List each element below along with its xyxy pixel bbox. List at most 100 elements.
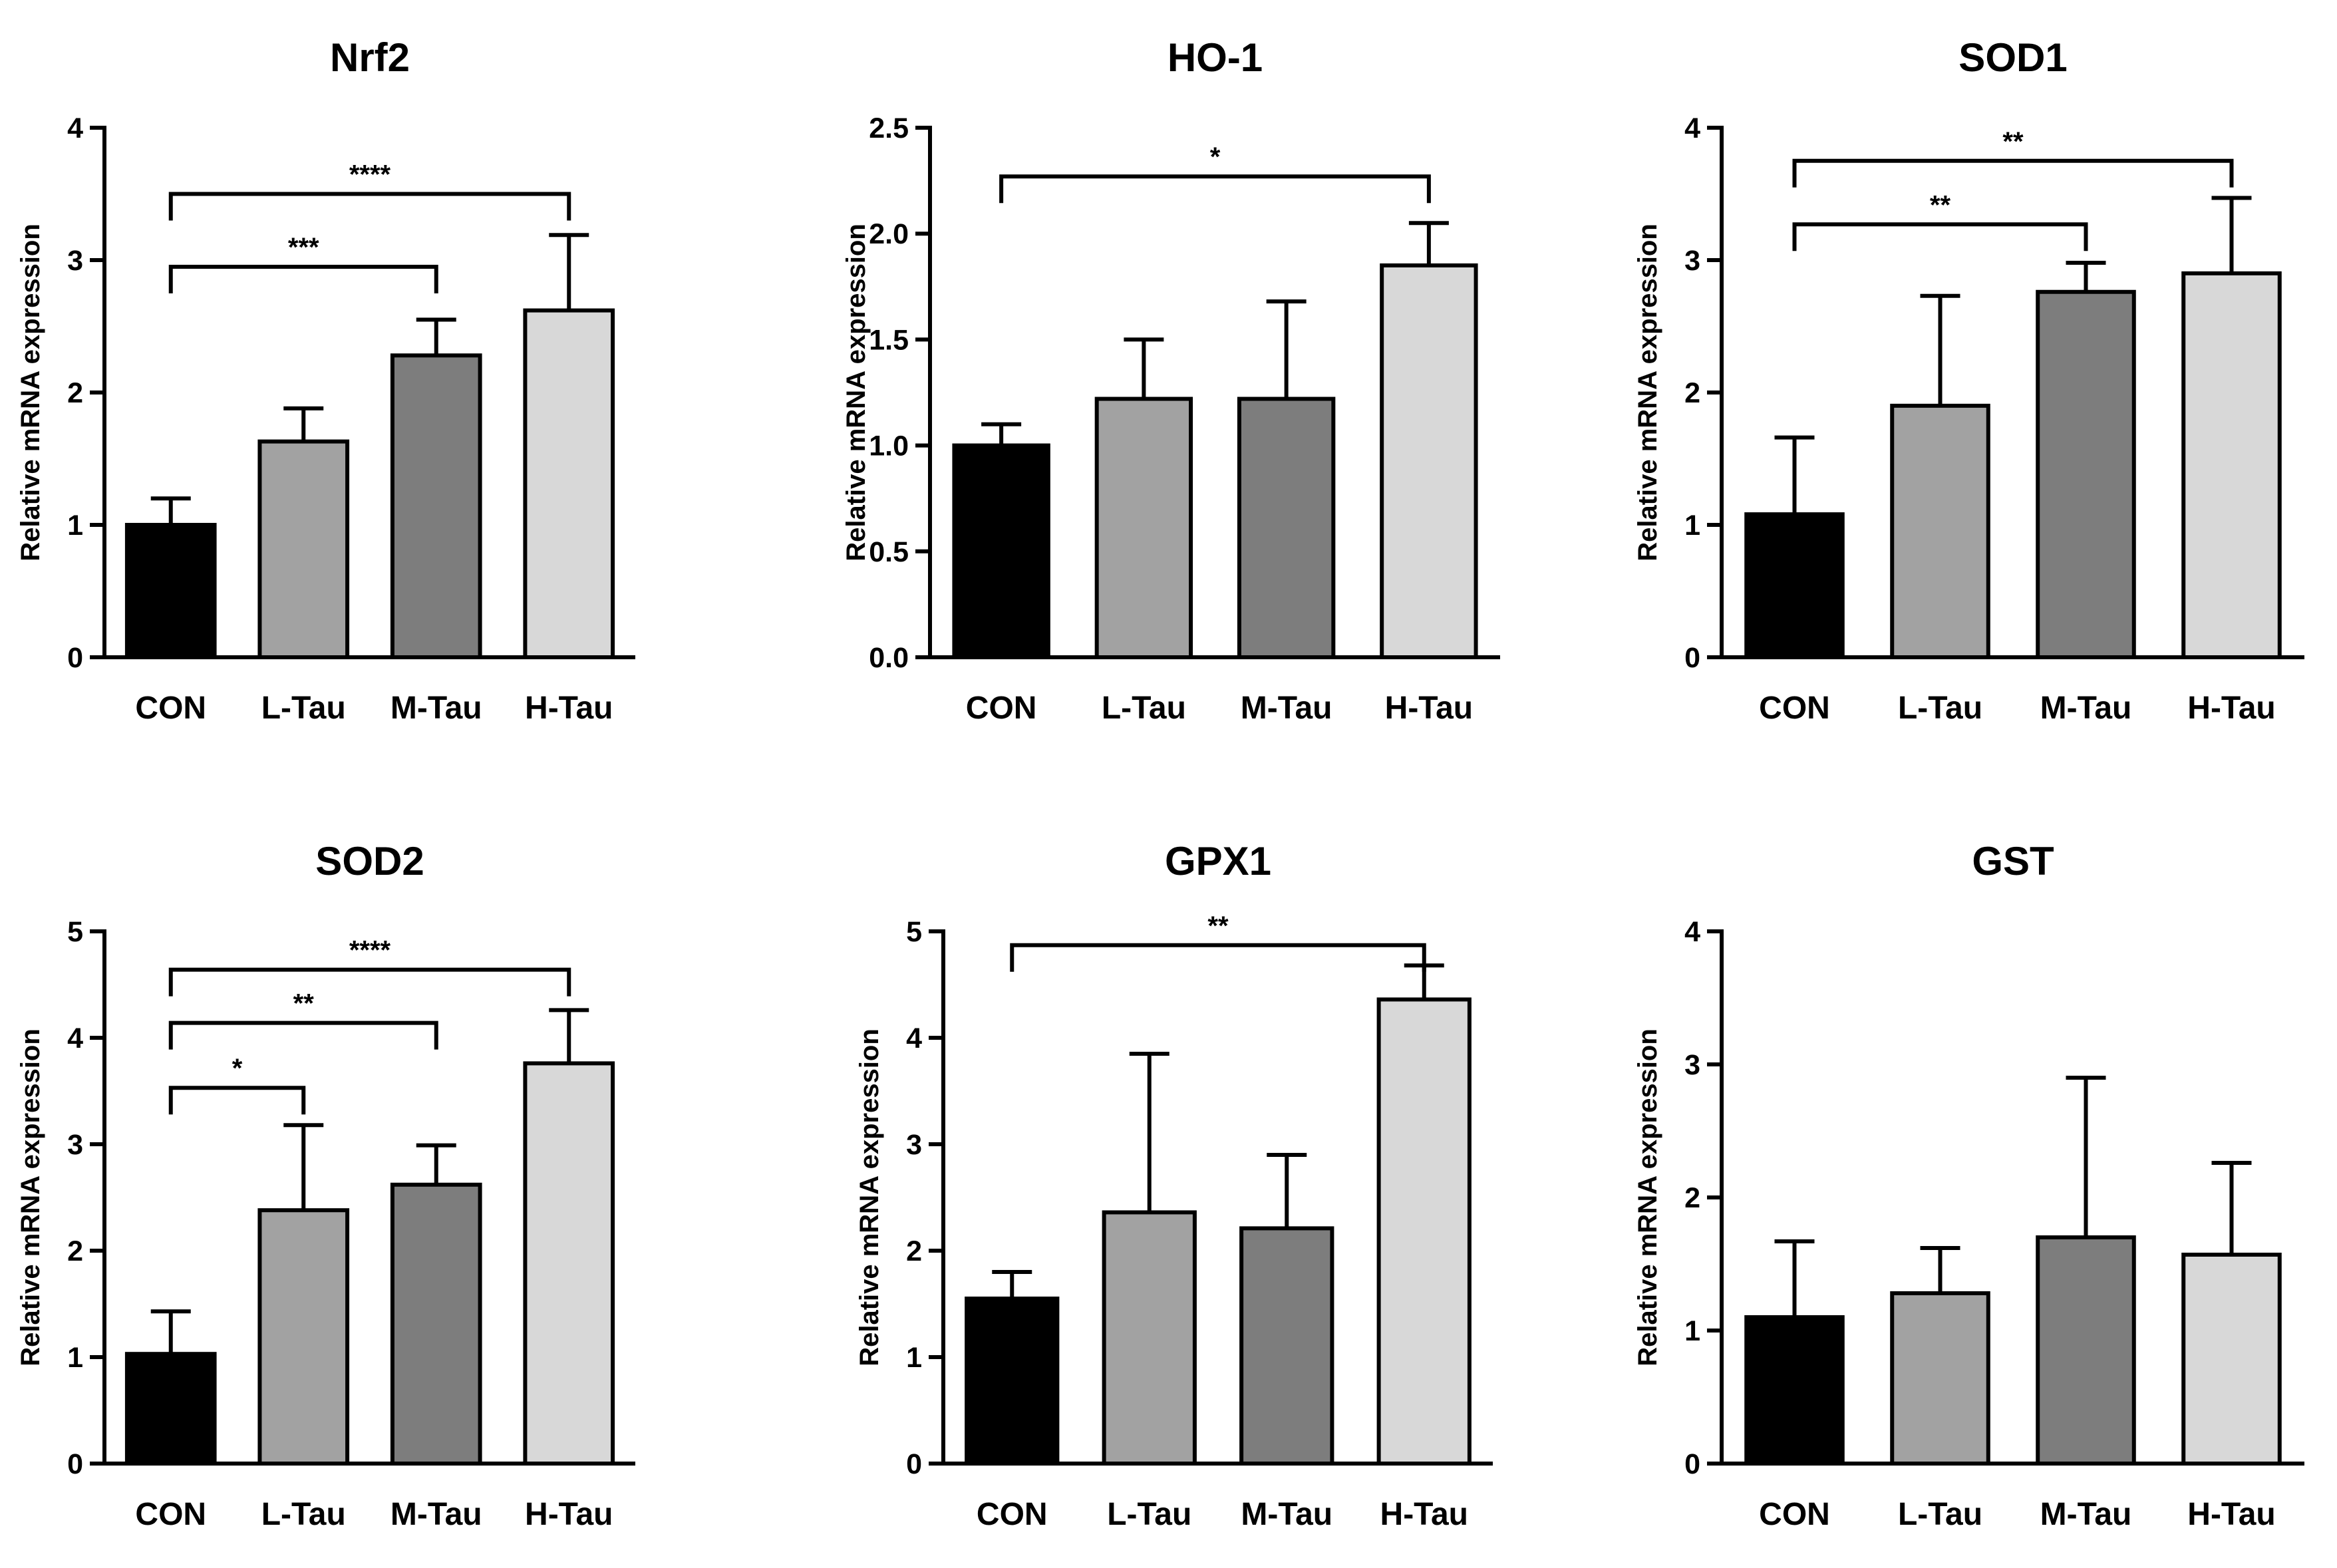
y-tick-label: 4 (1684, 916, 1700, 948)
y-tick-label: 2 (1684, 377, 1700, 409)
x-tick-label-con: CON (1759, 691, 1830, 726)
chart-title: HO-1 (1168, 35, 1263, 80)
x-tick-label-h-tau: H-Tau (2187, 1497, 2275, 1532)
significance-bracket (168, 1086, 306, 1115)
x-tick-label-con: CON (977, 1497, 1048, 1532)
x-tick-label-con: CON (135, 1497, 206, 1532)
x-tick-label-con: CON (135, 691, 206, 726)
significance-label: ** (293, 989, 315, 1019)
x-tick-label-h-tau: H-Tau (1385, 691, 1473, 726)
chart-panel-sod2: SOD2 Relative mRNA expression 0 1 2 3 4 5 CON L-T… (16, 839, 635, 1532)
significance-label: **** (349, 936, 391, 965)
bar-con (124, 523, 217, 659)
y-tick-label: 2 (67, 377, 83, 409)
x-tick-label-l-tau: L-Tau (1898, 691, 1982, 726)
x-tick-label-con: CON (1759, 1497, 1830, 1532)
bar-h-tau (1376, 997, 1472, 1466)
x-tick-label-m-tau: M-Tau (1241, 691, 1332, 726)
significance-bracket (168, 1020, 438, 1050)
significance-bracket (168, 192, 571, 221)
significance-label: ** (1207, 911, 1229, 941)
y-tick-label: 2 (1684, 1182, 1700, 1214)
bar-h-tau (1380, 263, 1478, 659)
y-tick-label: 1.5 (869, 324, 909, 356)
y-axis-label: Relative mRNA expression (1633, 224, 1662, 561)
significance-bracket (168, 967, 571, 997)
significance-label: ** (2002, 127, 2024, 156)
x-tick-label-l-tau: L-Tau (261, 691, 346, 726)
y-tick-label: 4 (1684, 112, 1700, 144)
y-tick-label: 2 (67, 1235, 83, 1267)
y-tick-label: 3 (906, 1129, 922, 1161)
bar-con (965, 1297, 1060, 1466)
bar-m-tau (390, 353, 482, 660)
y-tick-label: 2 (906, 1235, 922, 1267)
significance-label: ** (1930, 190, 1951, 220)
y-tick-label: 1 (67, 510, 83, 542)
chart-panel-ho-1: HO-1 Relative mRNA expression 0.0 0.5 1.0 1.5… (842, 35, 1500, 726)
x-tick-label-h-tau: H-Tau (2187, 691, 2275, 726)
y-tick-label: 3 (67, 1129, 83, 1161)
x-tick-label-m-tau: M-Tau (2040, 1497, 2132, 1532)
chart-panel-gpx1: GPX1 Relative mRNA expression 0 1 2 3 4 5 CON L-T… (855, 839, 1493, 1532)
bar-m-tau (390, 1182, 482, 1466)
y-tick-label: 3 (67, 245, 83, 277)
y-tick-label: 1 (67, 1342, 83, 1374)
bar-h-tau (523, 308, 615, 659)
y-tick-label: 2.5 (869, 112, 909, 144)
x-tick-label-m-tau: M-Tau (390, 691, 482, 726)
y-tick-label: 2.0 (869, 218, 909, 250)
y-tick-label: 4 (67, 112, 83, 144)
bar-m-tau (1237, 396, 1336, 659)
chart-panel-gst: GST Relative mRNA expression 0 1 2 3 4 CON L-Tau… (1633, 839, 2304, 1532)
significance-bracket (168, 264, 438, 293)
significance-label: *** (288, 233, 319, 262)
significance-bracket (1792, 158, 2234, 188)
x-tick-label-l-tau: L-Tau (1898, 1497, 1982, 1532)
y-tick-label: 5 (67, 916, 83, 948)
y-tick-label: 1 (906, 1342, 922, 1374)
x-tick-label-l-tau: L-Tau (261, 1497, 346, 1532)
y-tick-label: 5 (906, 916, 922, 948)
bar-l-tau (1890, 403, 1990, 660)
bar-m-tau (2036, 1235, 2136, 1466)
x-tick-label-h-tau: H-Tau (525, 691, 613, 726)
x-tick-label-l-tau: L-Tau (1102, 691, 1186, 726)
y-axis-label: Relative mRNA expression (855, 1028, 884, 1366)
y-axis-label: Relative mRNA expression (842, 224, 871, 561)
bar-h-tau (2181, 1253, 2282, 1466)
bar-l-tau (1102, 1210, 1197, 1466)
y-axis-label: Relative mRNA expression (16, 1028, 45, 1366)
bar-h-tau (523, 1061, 615, 1466)
y-tick-label: 0 (67, 1448, 83, 1480)
significance-bracket (1010, 943, 1426, 972)
y-tick-label: 1 (1684, 510, 1700, 542)
y-tick-label: 3 (1684, 1049, 1700, 1081)
bar-con (1744, 1315, 1845, 1466)
y-tick-label: 0 (67, 642, 83, 674)
chart-panel-sod1: SOD1 Relative mRNA expression 0 1 2 3 4 CON L-Ta… (1633, 35, 2304, 726)
x-tick-label-h-tau: H-Tau (1380, 1497, 1468, 1532)
bar-l-tau (1094, 396, 1193, 659)
x-tick-label-con: CON (966, 691, 1037, 726)
y-tick-label: 0.0 (869, 642, 909, 674)
y-tick-label: 1.0 (869, 430, 909, 462)
y-tick-label: 4 (67, 1022, 83, 1054)
bar-h-tau (2181, 271, 2282, 659)
y-tick-label: 3 (1684, 245, 1700, 277)
bar-l-tau (257, 439, 350, 659)
y-axis-label: Relative mRNA expression (1633, 1028, 1662, 1366)
significance-label: **** (349, 160, 391, 190)
x-tick-label-h-tau: H-Tau (525, 1497, 613, 1532)
chart-panel-nrf2: Nrf2 Relative mRNA expression 0 1 2 3 4 CON L-Ta… (16, 35, 635, 726)
x-tick-label-m-tau: M-Tau (2040, 691, 2132, 726)
y-tick-label: 1 (1684, 1315, 1700, 1347)
chart-title: SOD1 (1958, 35, 2067, 80)
x-tick-label-m-tau: M-Tau (1241, 1497, 1332, 1532)
significance-label: * (232, 1054, 243, 1083)
bar-con (124, 1352, 217, 1466)
x-tick-label-l-tau: L-Tau (1107, 1497, 1191, 1532)
y-tick-label: 0 (906, 1448, 922, 1480)
chart-title: SOD2 (315, 839, 424, 883)
bar-m-tau (1239, 1226, 1334, 1466)
